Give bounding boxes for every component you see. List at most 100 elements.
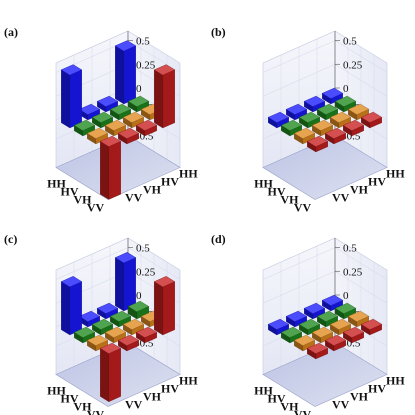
bar-vh-vv bbox=[293, 127, 316, 145]
bar-hh-hv bbox=[303, 302, 326, 320]
bar-vv-hh bbox=[360, 111, 383, 129]
col-label-vv: VV bbox=[125, 191, 143, 205]
bar-face-top bbox=[60, 64, 83, 76]
bar-face-top bbox=[73, 119, 96, 131]
z-tick-label: 0 bbox=[343, 83, 349, 95]
col-label-vh: VH bbox=[350, 390, 369, 404]
z-tick-label: 0 bbox=[343, 290, 349, 302]
bar-hv-vv bbox=[280, 119, 303, 137]
row-label-vh: VH bbox=[74, 193, 93, 207]
bar-vv-vv bbox=[99, 342, 122, 403]
bar-face-top bbox=[127, 95, 150, 107]
bar-face-top bbox=[311, 326, 334, 338]
panel-label: (b) bbox=[211, 25, 226, 39]
bar-hh-vv bbox=[267, 111, 290, 129]
bar-hv-vh bbox=[298, 318, 321, 336]
floor-plane bbox=[262, 135, 388, 200]
bar-face-top bbox=[293, 334, 316, 346]
bar-vv-vv bbox=[306, 135, 329, 153]
bar-face-side bbox=[61, 281, 71, 336]
row-label-hh: HH bbox=[254, 177, 273, 191]
bar-face-front bbox=[69, 69, 82, 129]
bar-hv-hv bbox=[109, 103, 132, 121]
bar-face-top bbox=[117, 127, 140, 139]
bar-hh-vv bbox=[267, 318, 290, 336]
bar-vv-vv bbox=[99, 135, 122, 200]
col-label-hv: HV bbox=[368, 382, 386, 396]
bar-face-top bbox=[104, 326, 127, 338]
bar-vh-vh bbox=[311, 119, 334, 137]
bar-hv-vh bbox=[91, 318, 114, 336]
bar-face-top bbox=[280, 119, 303, 131]
bar-vh-hh bbox=[347, 310, 370, 328]
bar-hh-hv bbox=[96, 95, 119, 113]
bar-hh-hv bbox=[96, 302, 119, 320]
bar-face-top bbox=[127, 300, 150, 312]
bar-face-top bbox=[153, 276, 176, 288]
bar-vv-hh bbox=[153, 276, 176, 336]
col-label-vh: VH bbox=[350, 183, 369, 197]
bar-face-top bbox=[135, 119, 158, 131]
z-tick-label: 0.5 bbox=[343, 36, 357, 48]
bar-face-top bbox=[109, 310, 132, 322]
bar-face-top bbox=[360, 111, 383, 123]
bar-face-side bbox=[61, 69, 71, 129]
bar-vv-hh bbox=[360, 318, 383, 336]
z-tick-label: 0.5 bbox=[136, 243, 150, 255]
bar-face-top bbox=[109, 103, 132, 115]
bar-face-top bbox=[342, 326, 365, 338]
bar-face-top bbox=[99, 342, 122, 354]
z-tick-label: 0.25 bbox=[343, 59, 363, 71]
panel-label: (d) bbox=[211, 232, 226, 246]
bar-face-top bbox=[78, 103, 101, 115]
bar-hh-vv bbox=[60, 64, 83, 129]
bar-hv-vv bbox=[280, 326, 303, 344]
bar-face-top bbox=[86, 127, 109, 139]
bar-face-front bbox=[108, 347, 121, 403]
bar-vh-hh bbox=[347, 103, 370, 121]
bar-vh-hv bbox=[122, 318, 145, 336]
bar-face-side bbox=[115, 257, 125, 312]
bar-face-top bbox=[285, 310, 308, 322]
bar-face-front bbox=[123, 257, 136, 312]
z-tick-label: 0.25 bbox=[136, 59, 156, 71]
bar-face-top bbox=[73, 326, 96, 338]
row-label-vv: VV bbox=[87, 408, 105, 415]
bar-hh-vh bbox=[78, 310, 101, 328]
bar-face-top bbox=[316, 103, 339, 115]
bar-face-top bbox=[78, 310, 101, 322]
bar-face-front bbox=[162, 281, 175, 336]
row-label-hv: HV bbox=[61, 392, 79, 406]
bar-face-top bbox=[91, 318, 114, 330]
bar-face-top bbox=[114, 40, 137, 52]
bar-face-top bbox=[316, 310, 339, 322]
bar-face-top bbox=[347, 310, 370, 322]
bar-face-top bbox=[360, 318, 383, 330]
bar-face-top bbox=[347, 103, 370, 115]
bar-vv-vh bbox=[117, 334, 140, 352]
bar-hh-vh bbox=[285, 103, 308, 121]
bar-face-side bbox=[115, 45, 125, 105]
bar-hv-vv bbox=[73, 326, 96, 344]
bar-face-front bbox=[123, 45, 136, 105]
z-tick-label: 0 bbox=[136, 290, 142, 302]
bar-vh-vv bbox=[293, 334, 316, 352]
row-label-vh: VH bbox=[74, 400, 93, 414]
bar-face-top bbox=[267, 318, 290, 330]
bar-face-top bbox=[114, 252, 137, 264]
row-label-hh: HH bbox=[47, 384, 66, 398]
col-label-hv: HV bbox=[161, 382, 179, 396]
bar-hh-vv bbox=[60, 276, 83, 336]
bar-face-top bbox=[329, 318, 352, 330]
bar-hh-hh bbox=[321, 87, 344, 105]
bar-vv-hv bbox=[342, 119, 365, 137]
row-label-hv: HV bbox=[61, 185, 79, 199]
bar-hv-hv bbox=[316, 103, 339, 121]
bar-hh-hh bbox=[114, 40, 137, 105]
bar-face-side bbox=[100, 347, 110, 403]
row-label-vv: VV bbox=[294, 408, 312, 415]
col-label-vv: VV bbox=[332, 398, 350, 412]
